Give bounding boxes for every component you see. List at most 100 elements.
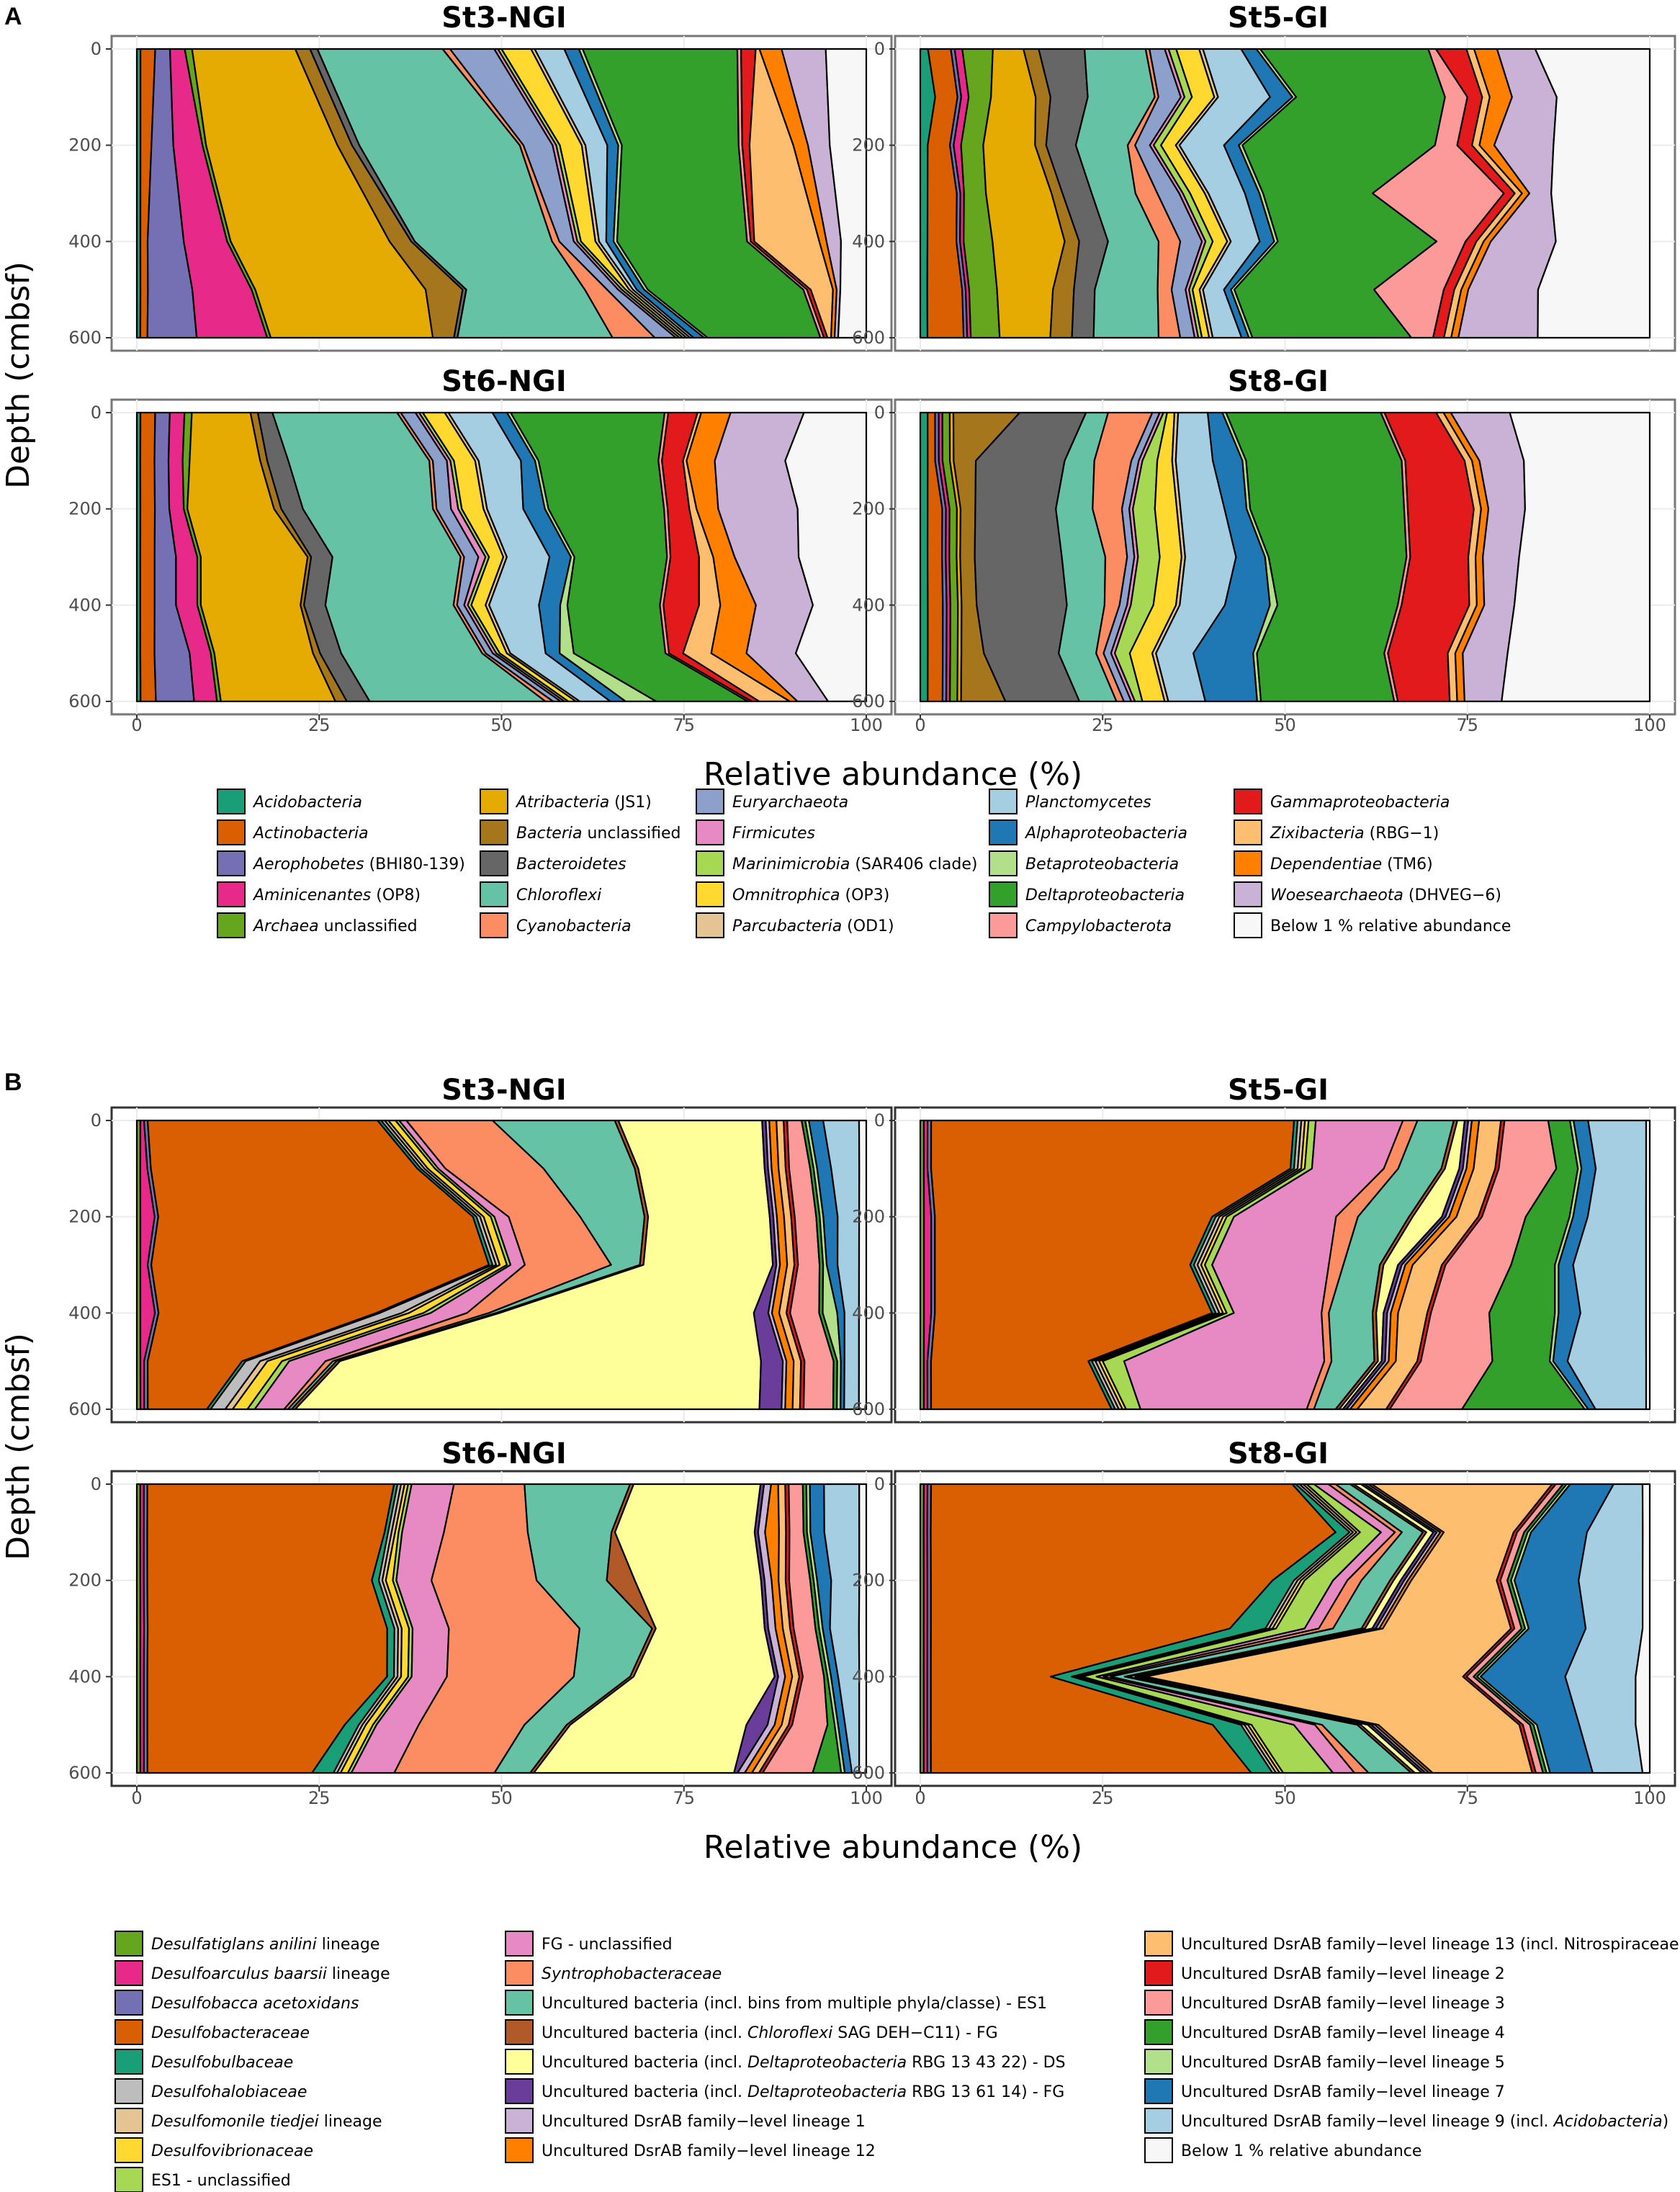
legend-label-italic: Planctomycetes <box>1025 794 1151 812</box>
legend-swatch <box>989 850 1018 876</box>
legend-label-italic: Gammaproteobacteria <box>1270 794 1450 812</box>
legend-label: Parcubacteria (OD1) <box>732 917 894 935</box>
legend-item-l2: Uncultured DsrAB family−level lineage 2 <box>1144 1960 1505 1986</box>
y-tick-label: 0 <box>874 1110 885 1131</box>
legend-label-italic: Acidobacteria <box>1553 2113 1663 2131</box>
y-tick-label: 600 <box>852 1399 885 1419</box>
x-tick-label: 50 <box>1274 1788 1296 1808</box>
y-tick-label: 200 <box>852 1571 885 1591</box>
legend-swatch <box>114 2167 143 2192</box>
legend-label: Desulfoarculus baarsii lineage <box>151 1965 390 1983</box>
y-tick-label: 0 <box>874 403 885 423</box>
legend-label: Desulfobacca acetoxidans <box>151 1995 359 2013</box>
legend-item-planctomycetes: Planctomycetes <box>989 789 1151 814</box>
legend-label-part: (OD1) <box>842 917 894 935</box>
legend-swatch <box>505 2078 534 2104</box>
legend-label-part: lineage <box>317 1936 380 1954</box>
legend-item-dependentiae: Dependentiae (TM6) <box>1234 850 1433 876</box>
legend-swatch <box>505 1931 534 1957</box>
legend-label-italic: Chloroflexi <box>747 2024 832 2042</box>
legend-swatch <box>696 912 724 938</box>
legend-swatch <box>505 2137 534 2163</box>
legend-label-italic: Desulfobacteraceae <box>151 2024 310 2042</box>
legend-swatch <box>1144 2108 1173 2134</box>
panel-st5-gi: St5-GI 0 200 400 600 <box>852 1074 1676 1424</box>
legend-item-euryarchaeota: Euryarchaeota <box>696 789 848 814</box>
legend-label: Planctomycetes <box>1025 794 1151 812</box>
legend-item-cyanobacteria: Cyanobacteria <box>480 912 632 938</box>
legend-swatch <box>480 881 508 907</box>
y-tick-label: 0 <box>91 1110 102 1131</box>
area-actinobacteria <box>139 411 157 703</box>
legend-label: FG - unclassified <box>542 1936 673 1954</box>
legend-label: Cyanobacteria <box>516 917 632 935</box>
legend-swatch <box>114 1960 143 1986</box>
legend-swatch <box>114 2078 143 2104</box>
legend-label-italic: Dependentiae <box>1270 855 1382 873</box>
legend-label-italic: Campylobacterota <box>1025 917 1172 935</box>
x-tick-label: 50 <box>490 1788 513 1808</box>
legend-swatch <box>696 789 724 814</box>
legend-label-italic: Desulfovibrionaceae <box>151 2142 313 2160</box>
legend-label: Zixibacteria (RBG−1) <box>1270 825 1439 843</box>
legend-label: Desulfobacteraceae <box>151 2024 310 2042</box>
legend-item-zixibacteria: Zixibacteria (RBG−1) <box>1234 819 1439 845</box>
legend-label-italic: Aminicenantes <box>252 886 371 904</box>
legend-label-italic: Desulfatiglans anilini <box>151 1936 317 1954</box>
legend-label-italic: Deltaproteobacteria <box>747 2054 907 2072</box>
legend-swatch <box>480 789 508 814</box>
legend-item-belowb: Below 1 % relative abundance <box>1144 2137 1421 2163</box>
legend-label-part: Uncultured bacteria (incl. <box>542 2083 747 2101</box>
legend-label-part: Uncultured bacteria (incl. bins from mul… <box>542 1995 1047 2013</box>
area-below <box>1534 48 1651 339</box>
legend-item-firmicutes: Firmicutes <box>696 819 815 845</box>
legend-label-italic: Actinobacteria <box>252 825 369 843</box>
legend-label-part: ES1 - unclassified <box>151 2172 291 2190</box>
legend-swatch <box>217 881 246 907</box>
y-tick-label: 400 <box>68 1303 102 1323</box>
legend-swatch <box>114 2108 143 2134</box>
panel-st6-ngi: St6-NGI 0 200 400 600 0 25 50 75 100 <box>68 1437 893 1808</box>
legend-item-d-acetox: Desulfobacca acetoxidans <box>114 1990 359 2016</box>
areas <box>919 48 1651 339</box>
legend-swatch <box>1144 2049 1173 2075</box>
legend-label-part: unclassified <box>319 917 418 935</box>
legend-label-italic: Desulfobacca acetoxidans <box>151 1995 359 2013</box>
legend: Acidobacteria Actinobacteria Aerophobetes … <box>217 789 1511 938</box>
legend-swatch <box>1144 2137 1173 2163</box>
y-tick-label: 0 <box>874 39 885 59</box>
y-tick-label: 0 <box>91 1474 102 1494</box>
legend-label-part: Uncultured DsrAB family−level lineage 2 <box>1181 1965 1505 1983</box>
x-tick-label: 50 <box>1274 715 1296 735</box>
legend-item-d-bacteraceae: Desulfobacteraceae <box>114 2019 310 2045</box>
panel-st8-gi: St8-GI 0 200 400 600 0 25 50 75 100 <box>852 365 1676 735</box>
legend-label: Uncultured bacteria (incl. bins from mul… <box>542 1995 1047 2013</box>
legend-label-part: (TM6) <box>1382 855 1433 873</box>
legend-swatch <box>1144 2019 1173 2045</box>
x-tick-label: 100 <box>1633 1788 1666 1808</box>
y-axis-label: Depth (cmbsf) <box>0 261 37 489</box>
legend-swatch <box>480 819 508 845</box>
legend-item-d-anilini: Desulfatiglans anilini lineage <box>114 1931 380 1957</box>
y-tick-label: 600 <box>852 1763 885 1783</box>
legend-label-part: Uncultured DsrAB family−level lineage 5 <box>1181 2054 1505 2072</box>
legend-label-italic: Desulfobulbaceae <box>151 2054 293 2072</box>
legend-label: Uncultured DsrAB family−level lineage 13… <box>1181 1936 1680 1954</box>
legend-item-aerophobetes: Aerophobetes (BHI80-139) <box>217 850 465 876</box>
legend-label: Chloroflexi <box>516 886 601 904</box>
legend-item-l13: Uncultured DsrAB family−level lineage 13… <box>1144 1931 1680 1957</box>
legend-label-italic: Acidobacteria <box>252 794 362 812</box>
areas <box>919 1483 1651 1774</box>
panel-title: St6-NGI <box>441 1437 567 1470</box>
x-tick-label: 75 <box>1456 1788 1478 1808</box>
area-belowb <box>858 1119 868 1411</box>
x-tick-label: 25 <box>308 1788 331 1808</box>
legend-label-part: ) <box>1663 2113 1669 2131</box>
area-belowb <box>1635 1483 1651 1774</box>
area-belowb <box>1645 1119 1651 1411</box>
legend-label-part: (SAR406 clade) <box>850 855 977 873</box>
y-axis-label: Depth (cmbsf) <box>0 1333 37 1560</box>
chart-b: St3-NGI0200400600St5-GI0200400600St6-NGI… <box>0 1074 1680 2192</box>
x-tick-label: 0 <box>915 1788 925 1808</box>
